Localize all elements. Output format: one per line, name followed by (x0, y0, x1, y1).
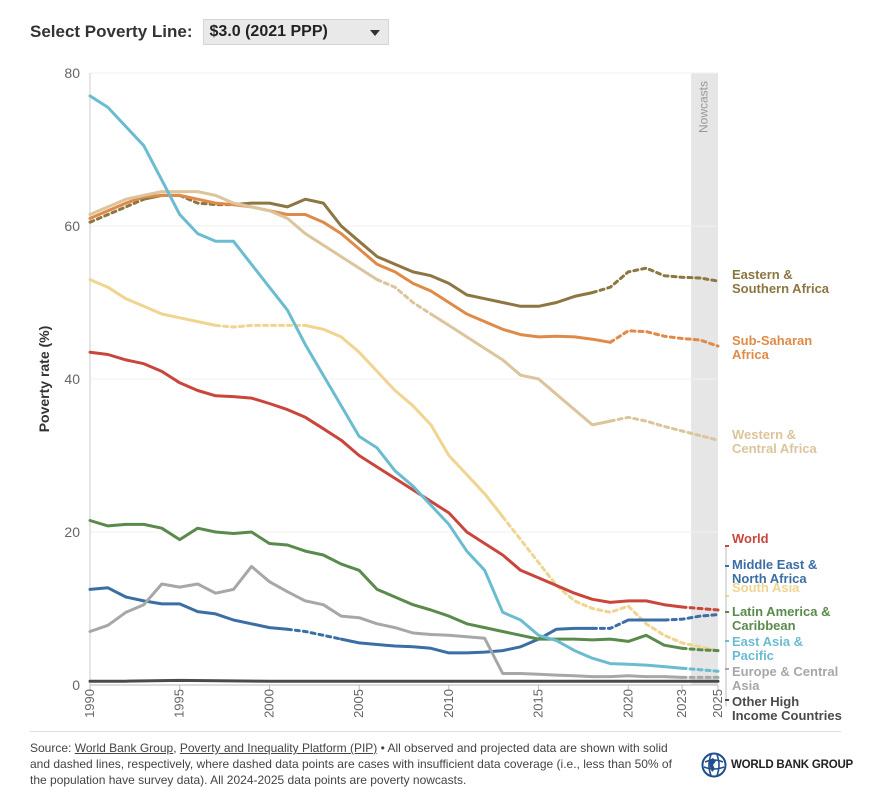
series-label-line: Caribbean (732, 618, 796, 633)
x-tick-label: 2000 (261, 689, 276, 718)
x-tick-label: 2010 (441, 689, 456, 718)
series-label-line: Southern Africa (732, 281, 830, 296)
series-line-world (88, 350, 684, 609)
footer-divider (30, 731, 841, 732)
y-axis-label: Poverty rate (%) (36, 326, 52, 433)
series-label-line: Other High (732, 694, 799, 709)
series-label-eastern-southern-africa: Eastern & Southern Africa (732, 267, 830, 296)
series-line-eastern-southern-africa (590, 266, 720, 295)
globe-icon (701, 752, 727, 778)
x-tick-label: 2015 (531, 689, 546, 718)
series-line-middle-east-north-africa (88, 586, 289, 631)
series-label-line: Middle East & (732, 557, 817, 572)
series-label-line: Income Countries (732, 708, 842, 723)
series-label-south-asia: South Asia (732, 580, 800, 595)
series-line-south-asia (303, 323, 505, 519)
series-line-eastern-southern-africa (232, 197, 594, 308)
series-line-east-asia-pacific (88, 94, 684, 670)
series-label-sub-saharan-africa: Sub-Saharan Africa (732, 333, 812, 362)
series-line-middle-east-north-africa (590, 618, 630, 630)
pip-link[interactable]: Poverty and Inequality Platform (PIP) (179, 741, 378, 755)
series-label-line: Pacific (732, 648, 774, 663)
y-tick-label: 40 (64, 371, 80, 387)
series-label-line: North Africa (732, 571, 807, 586)
source-text: • All observed and projected data are sh… (30, 741, 672, 787)
series-line-east-asia-pacific (680, 666, 720, 673)
series-line-western-central-africa (608, 415, 720, 442)
y-tick-label: 0 (72, 677, 80, 693)
y-tick-label: 20 (64, 524, 80, 540)
x-tick-label: 2025 (710, 689, 725, 718)
series-line-south-asia (88, 278, 218, 327)
series-label-line: Africa (732, 347, 770, 362)
nowcast-band-label: Nowcasts (697, 81, 711, 133)
source-prefix: Source: (30, 741, 75, 755)
series-line-middle-east-north-africa (339, 626, 594, 655)
series-label-line: East Asia & (732, 634, 803, 649)
series-label-line: South Asia (732, 580, 800, 595)
source-note: Source: World Bank Group, Poverty and In… (30, 740, 680, 788)
series-line-western-central-africa (429, 312, 612, 427)
series-label-east-asia-pacific: East Asia & Pacific (732, 634, 803, 663)
y-tick-label: 60 (64, 218, 80, 234)
poverty-chart: Nowcasts 0 20 40 60 80 Poverty rate (%) 1990 19… (36, 65, 842, 723)
series-line-latin-america-caribbean (680, 646, 720, 653)
x-tick-label: 1990 (82, 689, 97, 718)
series-line-sub-saharan-africa (608, 329, 720, 348)
x-tick-label: 1995 (172, 689, 187, 718)
series-label-line: Sub-Saharan (732, 333, 812, 348)
selector-label: Select Poverty Line: (30, 22, 193, 41)
series-line-western-central-africa (88, 190, 379, 282)
series-label-line: Europe & Central (732, 664, 838, 679)
series-line-middle-east-north-africa (285, 627, 343, 641)
x-tick-label: 2020 (620, 689, 635, 718)
series-line-south-asia (214, 323, 307, 329)
series-label-line: Latin America & (732, 604, 831, 619)
series-line-eastern-southern-africa (178, 193, 235, 207)
series-label-line: Eastern & (732, 267, 793, 282)
series-label-western-central-africa: Western & Central Africa (732, 427, 818, 456)
chevron-down-icon (369, 30, 380, 36)
series-label-middle-east-north-africa: Middle East & North Africa (732, 557, 817, 586)
series-line-world (680, 605, 720, 612)
x-tick-label: 2023 (674, 689, 689, 718)
series-label-line: Asia (732, 678, 760, 693)
series-line-latin-america-caribbean (88, 519, 684, 650)
series-label-line: Central Africa (732, 441, 818, 456)
series-line-other-high-income-countries (88, 678, 720, 683)
x-tick-label: 2005 (351, 689, 366, 718)
logo-text: WORLD BANK GROUP (731, 759, 854, 771)
series-label-europe-central-asia: Europe & Central Asia (732, 664, 838, 693)
series-line-middle-east-north-africa (662, 613, 720, 622)
source-separator: , (173, 741, 180, 755)
series-label-world: World (732, 531, 769, 546)
poverty-line-selected-value: $3.0 (2021 PPP) (209, 23, 328, 40)
series-label-line: Western & (732, 427, 796, 442)
series-line-south-asia (501, 515, 720, 653)
y-tick-label: 80 (64, 65, 80, 81)
series-label-latin-america-caribbean: Latin America & Caribbean (732, 604, 831, 633)
world-bank-link[interactable]: World Bank Group (74, 741, 174, 755)
series-label-other-high-income-countries: Other High Income Countries (732, 694, 842, 723)
series-line-sub-saharan-africa (88, 193, 612, 344)
world-bank-logo: WORLD BANK GROUP (701, 752, 853, 778)
series-line-europe-central-asia (88, 564, 684, 679)
poverty-line-selector: Select Poverty Line: $3.0 (2021 PPP) (30, 18, 389, 46)
series-line-western-central-africa (375, 278, 433, 316)
poverty-line-dropdown[interactable]: $3.0 (2021 PPP) (202, 19, 389, 45)
series-label-line: World (732, 531, 769, 546)
series-line-eastern-southern-africa (88, 197, 146, 224)
